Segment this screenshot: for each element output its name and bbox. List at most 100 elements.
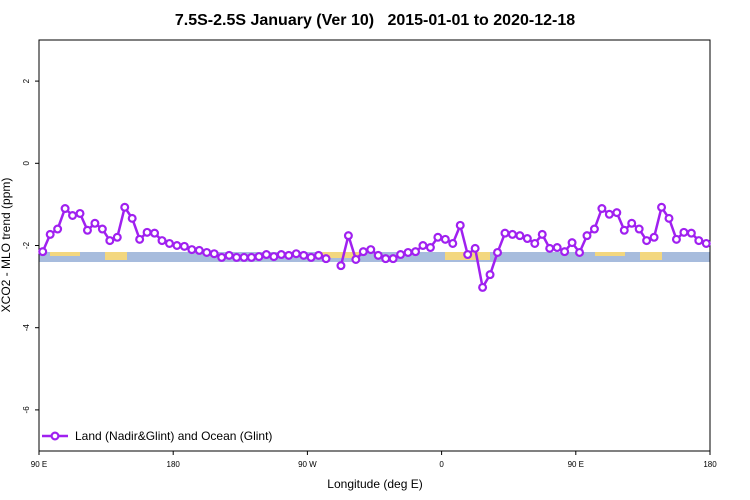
data-point [396,250,406,260]
y-tick-label: 0 [22,161,31,166]
data-point [105,236,115,246]
data-point [321,254,331,264]
data-point [500,228,510,238]
data-point [440,234,450,244]
data-point [284,250,294,260]
data-point [493,247,503,257]
data-point [336,261,346,271]
data-point [455,220,465,230]
x-axis-label: Longitude (deg E) [327,477,422,491]
data-point [679,227,689,237]
series-line [339,204,707,291]
data-point [552,243,562,253]
data-point [597,204,607,214]
data-point [150,228,160,238]
data-point [411,247,421,257]
x-tick-label: 90 E [31,460,47,469]
data-point [686,228,696,238]
data-point [306,252,316,262]
data-point [627,218,637,228]
data-point [135,234,145,244]
data-point [82,225,92,235]
legend-label: Land (Nadir&Glint) and Ocean (Glint) [75,429,272,443]
data-point [45,229,55,239]
data-point [224,250,234,260]
data-point [202,247,212,257]
data-point [619,225,629,235]
data-point [358,247,368,257]
data-point [537,229,547,239]
data-point [142,227,152,237]
data-point [545,243,555,253]
data-point [299,250,309,260]
data-point [560,247,570,257]
data-point [664,213,674,223]
legend-marker [50,431,60,441]
data-point [634,224,644,234]
data-point [463,250,473,260]
data-point [515,231,525,241]
data-point [582,231,592,241]
data-point [239,252,249,262]
data-point [269,252,279,262]
data-point [112,232,122,242]
x-tick-label: 0 [439,460,444,469]
data-point [120,202,130,212]
x-tick-label: 90 E [568,460,584,469]
data-point [164,238,174,248]
data-point [187,245,197,255]
data-point [60,204,70,214]
data-point [179,241,189,251]
chart-title: 7.5S-2.5S January (Ver 10) 2015-01-01 to… [175,12,575,29]
data-point [433,232,443,242]
data-point [194,245,204,255]
data-point [232,252,242,262]
data-point [478,282,488,292]
data-point [507,229,517,239]
data-point [97,224,107,234]
data-point [314,250,324,260]
data-point [291,249,301,259]
data-point [172,241,182,251]
data-point [694,236,704,246]
data-point [261,250,271,260]
data-point [217,252,227,262]
data-point [589,224,599,234]
data-point [575,247,585,257]
data-point [68,210,78,220]
data-point [381,254,391,264]
data-point [53,224,63,234]
data-point [642,236,652,246]
data-point [373,250,383,260]
data-point [671,234,681,244]
data-point [276,250,286,260]
x-tick-label: 180 [167,460,181,469]
data-point [351,254,361,264]
data-point [470,243,480,253]
plot-frame [38,39,711,452]
data-point [418,241,428,251]
data-point [157,236,167,246]
data-point [530,238,540,248]
data-point [567,238,577,248]
data-point [90,218,100,228]
data-point [127,213,137,223]
y-tick-label: -2 [22,241,31,249]
data-point [388,254,398,264]
x-tick-label: 90 W [298,460,317,469]
data-point [701,238,711,248]
data-point [366,245,376,255]
data-point [75,208,85,218]
data-point [254,252,264,262]
data-point [448,238,458,248]
data-point [657,202,667,212]
x-tick-label: 180 [703,460,717,469]
y-tick-label: -4 [22,324,31,332]
y-tick-label: 2 [22,78,31,83]
data-point [246,252,256,262]
data-point [209,249,219,259]
data-point [612,208,622,218]
data-point [522,234,532,244]
data-point [343,231,353,241]
